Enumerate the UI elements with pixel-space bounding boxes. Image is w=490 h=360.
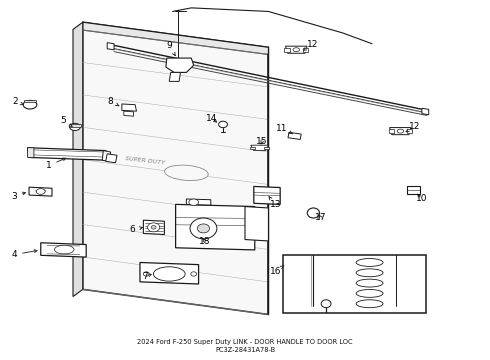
- Text: 17: 17: [315, 213, 326, 222]
- Polygon shape: [83, 22, 269, 54]
- Ellipse shape: [190, 218, 217, 239]
- Text: 6: 6: [130, 225, 143, 234]
- Polygon shape: [251, 145, 269, 150]
- Ellipse shape: [219, 121, 227, 128]
- Polygon shape: [166, 58, 194, 72]
- Polygon shape: [27, 148, 34, 158]
- Text: 12: 12: [303, 40, 318, 50]
- Polygon shape: [422, 108, 429, 115]
- Polygon shape: [285, 48, 290, 52]
- Ellipse shape: [356, 289, 383, 297]
- Ellipse shape: [23, 100, 37, 109]
- Text: 7: 7: [142, 272, 151, 281]
- Polygon shape: [24, 100, 36, 102]
- Polygon shape: [122, 104, 137, 111]
- Ellipse shape: [153, 267, 185, 281]
- Polygon shape: [73, 22, 83, 297]
- Polygon shape: [29, 187, 52, 196]
- Polygon shape: [286, 46, 307, 53]
- Ellipse shape: [356, 279, 383, 287]
- Text: 11: 11: [276, 123, 293, 134]
- Polygon shape: [186, 199, 211, 205]
- Text: SUPER DUTY: SUPER DUTY: [124, 156, 165, 165]
- Polygon shape: [288, 132, 301, 139]
- Polygon shape: [144, 220, 164, 234]
- Polygon shape: [124, 111, 134, 116]
- Ellipse shape: [307, 208, 319, 218]
- Polygon shape: [283, 255, 426, 313]
- Text: 10: 10: [416, 194, 428, 203]
- Ellipse shape: [356, 269, 383, 277]
- Polygon shape: [169, 72, 180, 81]
- Text: 5: 5: [60, 116, 72, 126]
- Polygon shape: [83, 22, 269, 315]
- Ellipse shape: [356, 258, 383, 266]
- Polygon shape: [106, 154, 117, 163]
- Polygon shape: [303, 48, 308, 52]
- Text: 3: 3: [11, 192, 25, 201]
- Text: 2024 Ford F-250 Super Duty LINK - DOOR HANDLE TO DOOR LOC: 2024 Ford F-250 Super Duty LINK - DOOR H…: [137, 339, 353, 345]
- Polygon shape: [245, 207, 269, 241]
- Text: PC3Z-28431A78-B: PC3Z-28431A78-B: [215, 347, 275, 354]
- Ellipse shape: [147, 223, 160, 232]
- Ellipse shape: [70, 123, 80, 131]
- Polygon shape: [407, 129, 412, 133]
- Polygon shape: [69, 125, 81, 127]
- Ellipse shape: [54, 245, 74, 254]
- Polygon shape: [390, 127, 411, 135]
- Ellipse shape: [356, 300, 383, 308]
- Polygon shape: [254, 186, 280, 204]
- Text: 2: 2: [13, 97, 24, 106]
- Text: 12: 12: [406, 122, 421, 132]
- Ellipse shape: [165, 165, 208, 180]
- Ellipse shape: [197, 224, 210, 233]
- Ellipse shape: [144, 272, 149, 276]
- Polygon shape: [265, 147, 270, 149]
- Polygon shape: [175, 204, 255, 250]
- Text: 14: 14: [206, 114, 218, 123]
- Polygon shape: [389, 129, 394, 133]
- Ellipse shape: [36, 189, 45, 194]
- Ellipse shape: [321, 300, 331, 308]
- Polygon shape: [407, 186, 420, 194]
- Ellipse shape: [189, 199, 198, 206]
- Ellipse shape: [293, 48, 299, 52]
- Ellipse shape: [191, 272, 196, 276]
- Text: 18: 18: [199, 237, 211, 246]
- Text: 16: 16: [270, 266, 284, 276]
- Polygon shape: [27, 148, 108, 160]
- Text: 15: 15: [256, 137, 268, 146]
- Ellipse shape: [397, 129, 404, 133]
- Polygon shape: [107, 42, 114, 50]
- Polygon shape: [140, 262, 198, 284]
- Text: 9: 9: [167, 41, 175, 55]
- Ellipse shape: [151, 226, 156, 229]
- Text: 13: 13: [269, 197, 281, 209]
- Text: 4: 4: [12, 250, 37, 259]
- Polygon shape: [102, 150, 111, 161]
- Polygon shape: [41, 243, 86, 257]
- Polygon shape: [250, 147, 255, 149]
- Text: 1: 1: [46, 158, 66, 170]
- Text: 8: 8: [108, 96, 119, 106]
